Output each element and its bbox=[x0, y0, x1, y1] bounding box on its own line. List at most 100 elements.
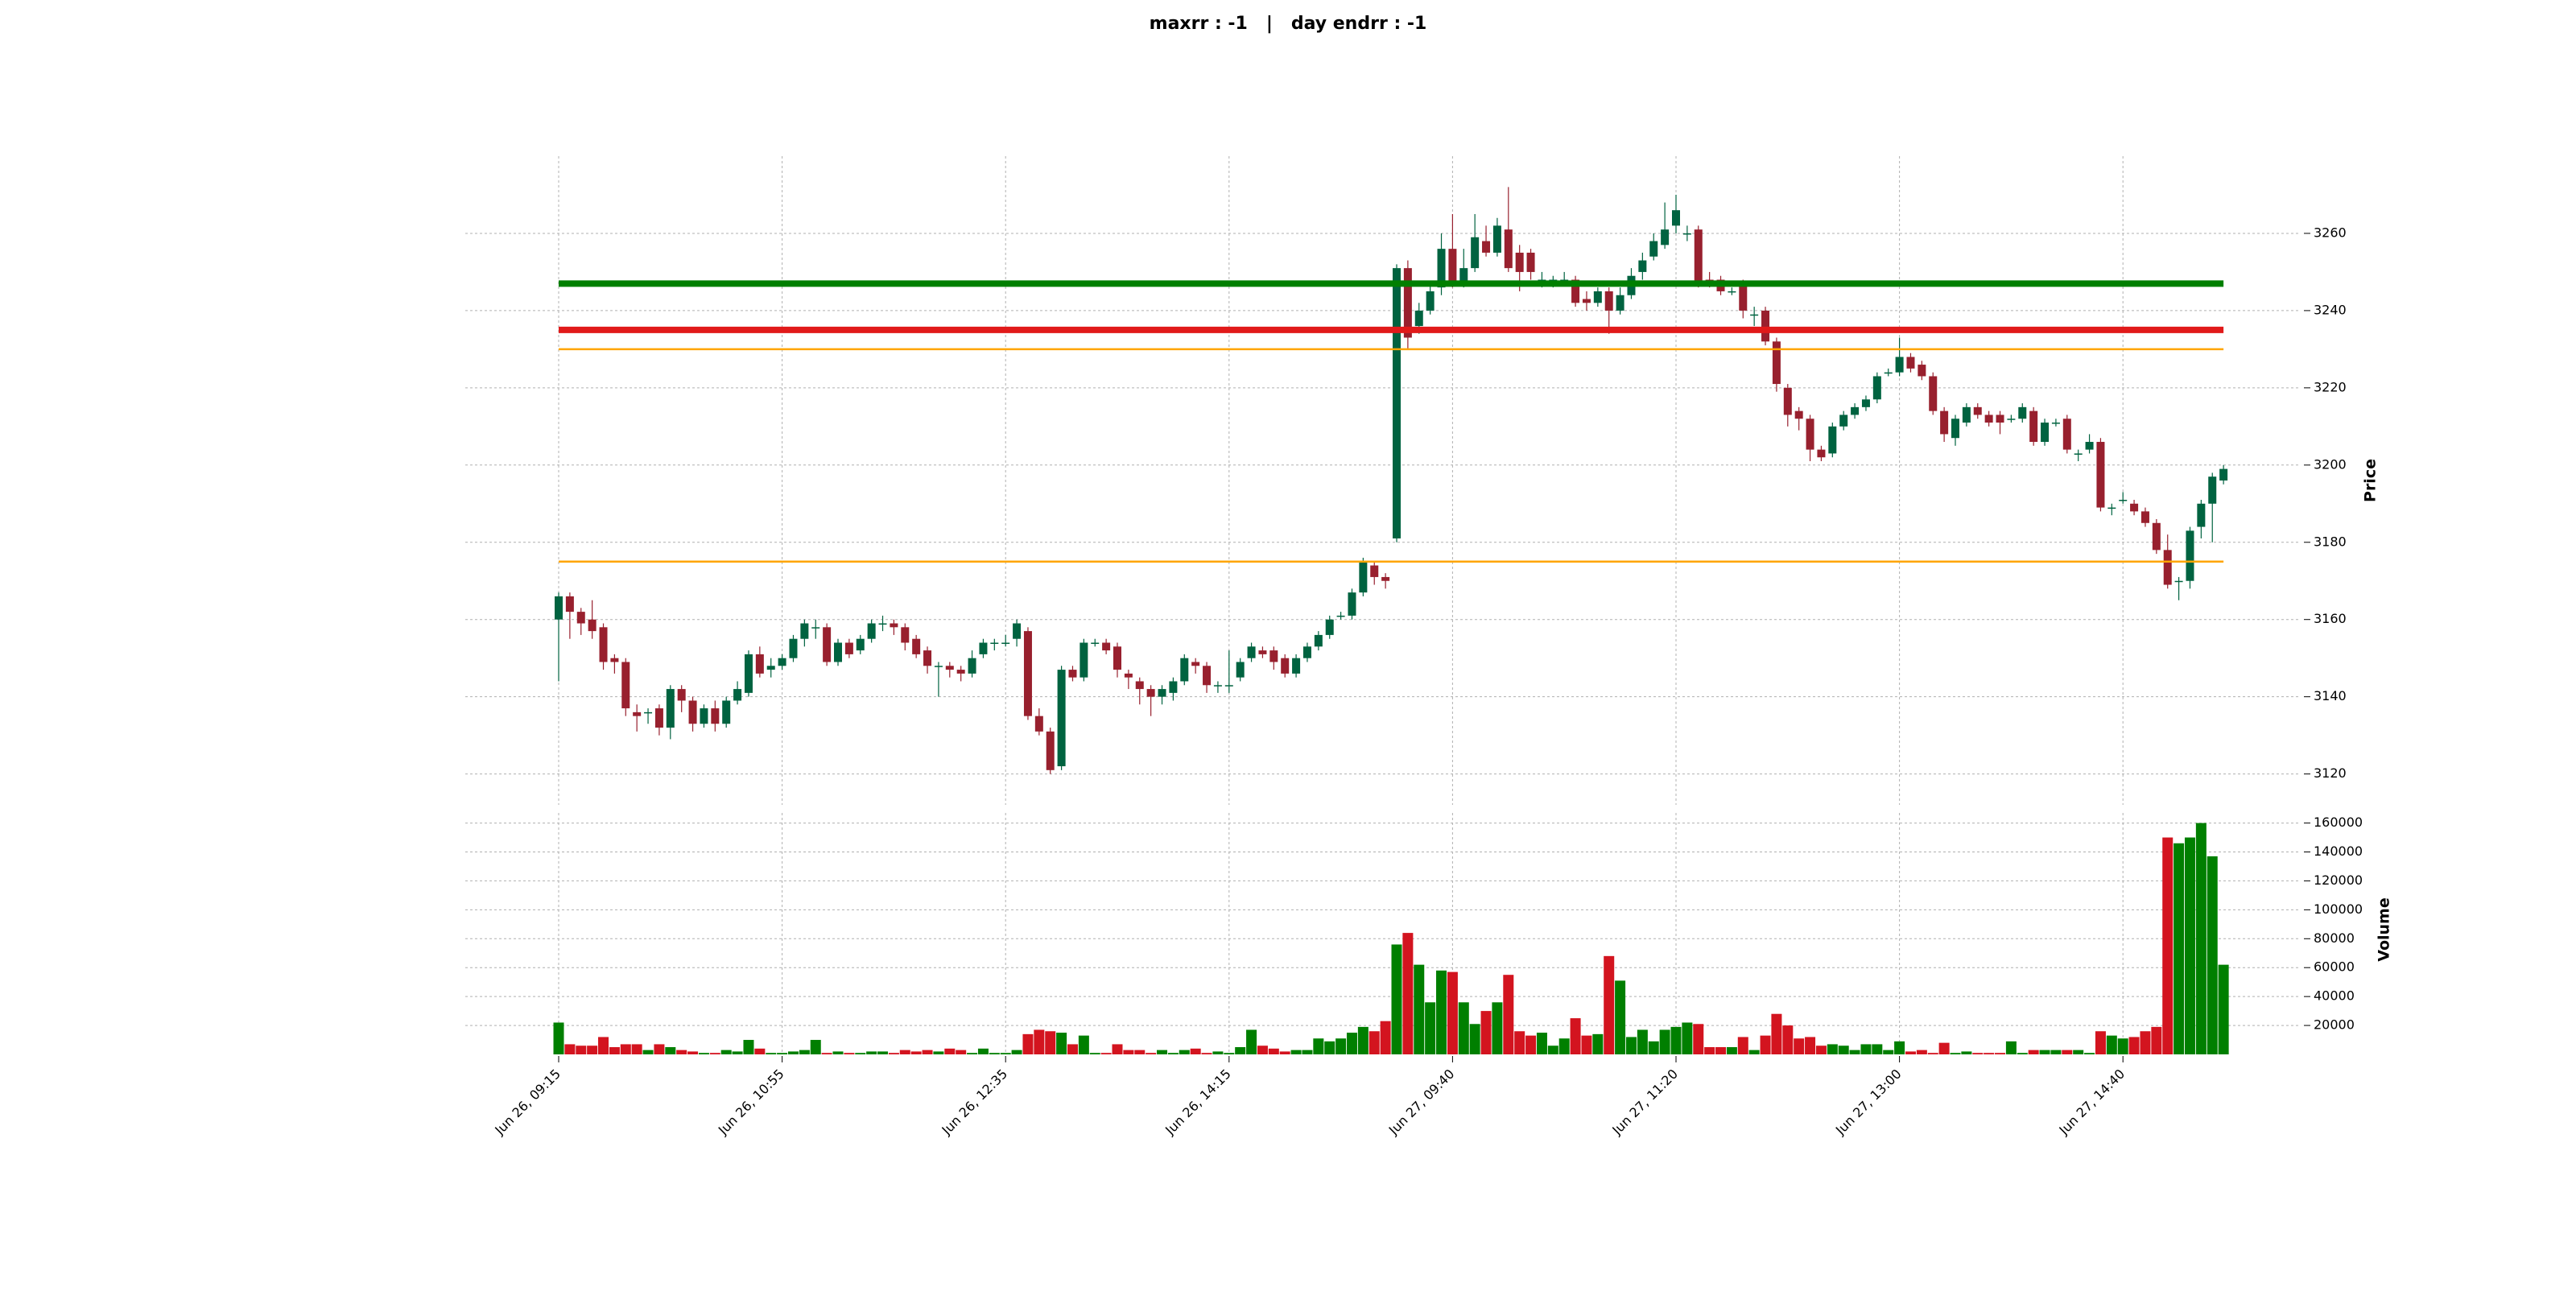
volume-bar bbox=[2128, 1037, 2140, 1054]
volume-bar bbox=[732, 1051, 743, 1054]
volume-bar bbox=[2195, 823, 2207, 1054]
volume-bar bbox=[1704, 1047, 1715, 1054]
candle-body bbox=[2174, 580, 2183, 583]
y-tick-label: 3120 bbox=[2314, 765, 2347, 781]
volume-bar bbox=[1838, 1046, 1849, 1054]
candle-body bbox=[2140, 511, 2149, 523]
candle-body bbox=[1549, 279, 1558, 282]
volume-bar bbox=[787, 1051, 799, 1054]
volume-bar bbox=[1782, 1025, 1794, 1054]
volume-bar bbox=[1201, 1053, 1212, 1054]
volume-bar bbox=[1045, 1031, 1056, 1054]
candle-body bbox=[1526, 252, 1535, 272]
volume-bar bbox=[1112, 1044, 1123, 1054]
y-tick-label: 3160 bbox=[2314, 611, 2347, 626]
candle-body bbox=[1359, 561, 1368, 593]
candle-body bbox=[576, 612, 585, 624]
candle-body bbox=[1381, 576, 1390, 581]
y-axis-label: Price bbox=[2362, 459, 2380, 502]
volume-bar bbox=[1984, 1053, 1995, 1054]
volume-bar bbox=[2174, 843, 2185, 1054]
candle-body bbox=[1996, 415, 2004, 423]
volume-bar bbox=[1257, 1046, 1268, 1054]
volume-bar bbox=[855, 1053, 866, 1054]
candle-body bbox=[1292, 658, 1301, 674]
candle-body bbox=[1682, 233, 1691, 235]
volume-bar bbox=[989, 1053, 1000, 1054]
volume-bar bbox=[967, 1053, 978, 1054]
volume-tick-label: 100000 bbox=[2314, 901, 2363, 917]
candle-body bbox=[1984, 415, 1993, 423]
candle-body bbox=[1604, 291, 1613, 311]
y-tick-label: 3240 bbox=[2314, 302, 2347, 317]
volume-bar bbox=[1279, 1051, 1290, 1054]
candle-body bbox=[1169, 681, 1178, 693]
volume-bar bbox=[1425, 1002, 1436, 1054]
x-tick-label: Jun 26, 12:35 bbox=[939, 1066, 1011, 1139]
candle-body bbox=[1582, 299, 1591, 303]
candle-body bbox=[1973, 406, 1982, 415]
candle-body bbox=[1258, 650, 1267, 654]
volume-bar bbox=[1860, 1044, 1872, 1054]
volume-bar bbox=[821, 1053, 832, 1054]
candle-body bbox=[1459, 268, 1468, 284]
candle-body bbox=[1034, 716, 1043, 732]
x-tick-label: Jun 26, 10:55 bbox=[715, 1066, 787, 1139]
volume-bar bbox=[1604, 955, 1615, 1054]
candle-body bbox=[923, 650, 932, 666]
candle-body bbox=[1806, 419, 1814, 450]
candle-body bbox=[1962, 406, 1971, 423]
volume-bar bbox=[1056, 1033, 1067, 1054]
candle-body bbox=[654, 708, 663, 728]
volume-bar bbox=[877, 1051, 889, 1054]
candle-body bbox=[1794, 410, 1803, 419]
volume-bar bbox=[2073, 1050, 2084, 1054]
volume-bar bbox=[1547, 1046, 1558, 1054]
volume-bar bbox=[1581, 1035, 1592, 1054]
volume-bar bbox=[754, 1048, 766, 1054]
volume-bar bbox=[2207, 856, 2218, 1054]
candle-body bbox=[1694, 229, 1703, 284]
candle-body bbox=[2007, 419, 2016, 420]
y-tick-label: 3180 bbox=[2314, 534, 2347, 549]
candle-body bbox=[1146, 689, 1155, 697]
candle-body bbox=[2018, 406, 2027, 419]
volume-bar bbox=[1458, 1002, 1469, 1054]
volume-bar bbox=[553, 1022, 564, 1054]
volume-bar bbox=[1805, 1037, 1816, 1054]
candle-body bbox=[1616, 295, 1624, 311]
volume-bar bbox=[1157, 1050, 1168, 1054]
candle-body bbox=[1851, 406, 1860, 415]
volume-bar bbox=[1078, 1035, 1089, 1054]
volume-bar bbox=[654, 1044, 665, 1054]
y-tick-label: 3140 bbox=[2314, 688, 2347, 703]
candle-body bbox=[755, 654, 764, 674]
volume-bar bbox=[910, 1051, 922, 1054]
candle-body bbox=[2029, 410, 2038, 443]
volume-bar bbox=[1447, 971, 1458, 1054]
candle-body bbox=[1471, 237, 1480, 269]
volume-bar bbox=[1034, 1029, 1045, 1054]
candle-body bbox=[1739, 283, 1748, 311]
candle-body bbox=[1750, 314, 1759, 316]
volume-bar bbox=[1748, 1050, 1760, 1054]
candle-body bbox=[1482, 241, 1491, 253]
candle-body bbox=[789, 638, 798, 658]
candle-body bbox=[1817, 449, 1826, 458]
candle-body bbox=[2074, 453, 2083, 455]
volume-bar bbox=[1916, 1050, 1927, 1054]
volume-bar bbox=[1235, 1047, 1246, 1054]
volume-bar bbox=[1536, 1033, 1547, 1054]
candle-body bbox=[1393, 268, 1401, 538]
volume-bar bbox=[1480, 1011, 1492, 1054]
volume-tick-label: 140000 bbox=[2314, 843, 2363, 859]
candle-body bbox=[1538, 279, 1546, 282]
candle-body bbox=[1158, 689, 1166, 697]
candle-body bbox=[621, 662, 630, 709]
candle-body bbox=[2062, 419, 2071, 450]
volume-bar bbox=[1794, 1038, 1805, 1054]
volume-bar bbox=[1815, 1046, 1827, 1054]
volume-bar bbox=[1335, 1038, 1347, 1054]
volume-bar bbox=[1938, 1042, 1950, 1054]
